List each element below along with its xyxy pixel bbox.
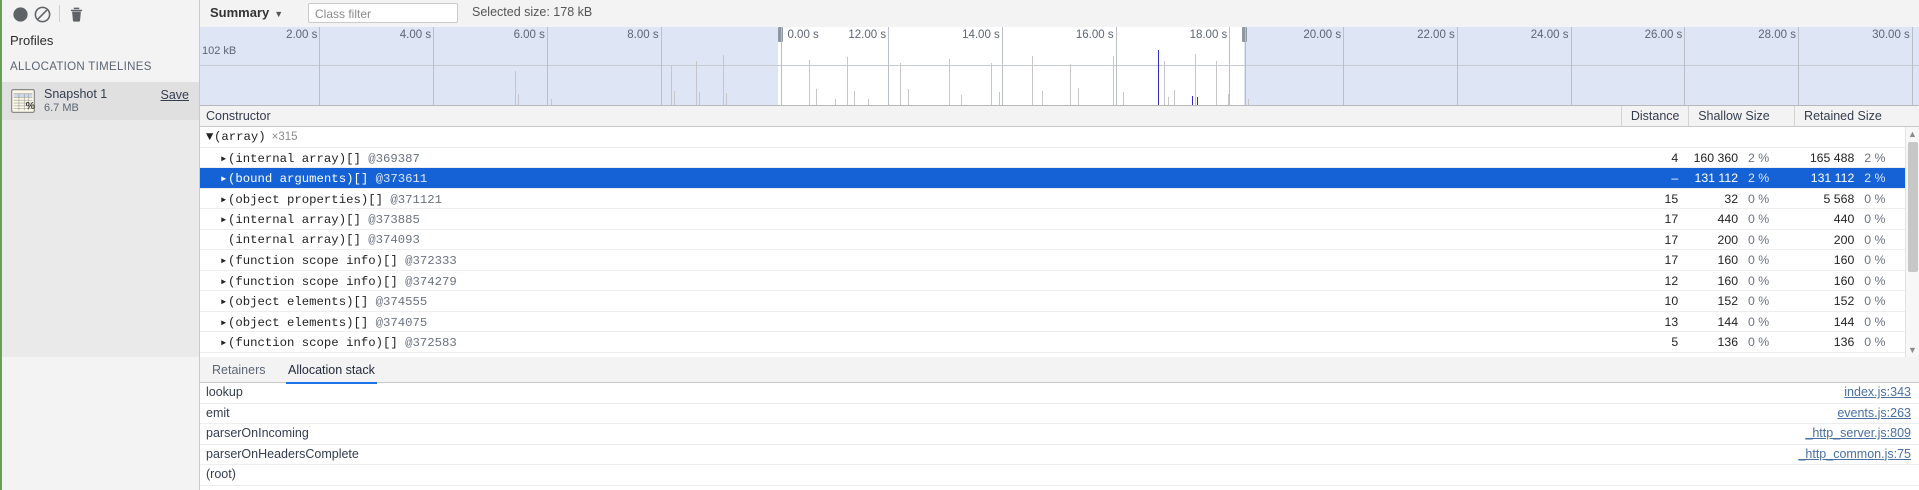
svg-text:%: %: [26, 100, 36, 112]
